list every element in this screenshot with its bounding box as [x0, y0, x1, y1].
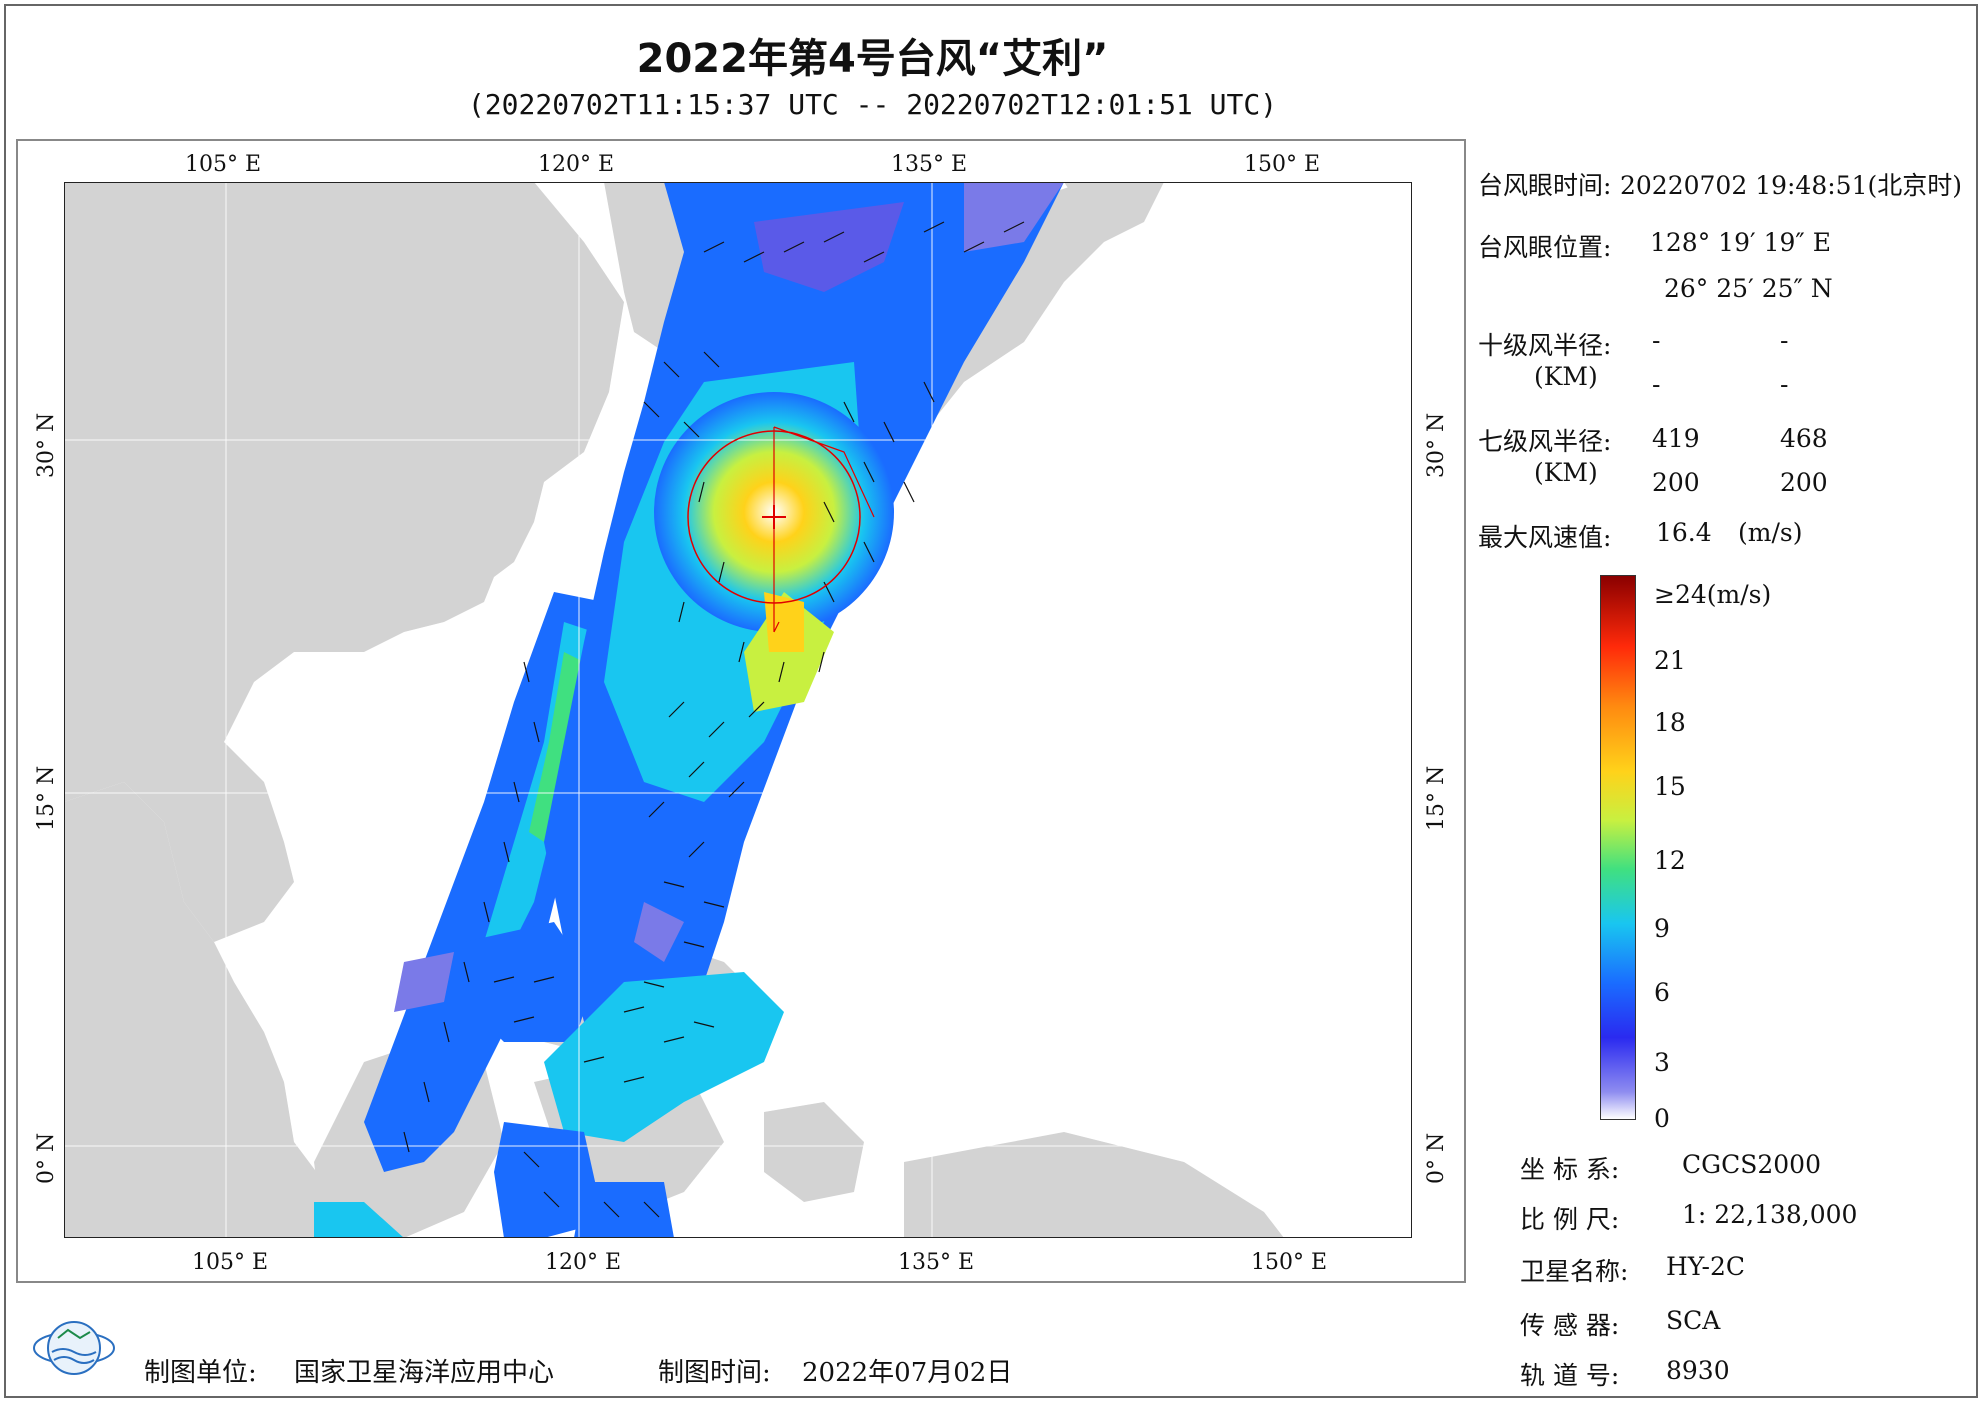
orbit-value: 8930 — [1666, 1356, 1730, 1385]
satellite-value: HY-2C — [1666, 1252, 1746, 1281]
agency-logo — [33, 1321, 115, 1375]
lon-tick-top-150: 150° E — [1244, 152, 1321, 177]
lon-tick-bottom-105: 105° E — [192, 1250, 269, 1275]
wind-swath-south — [314, 902, 784, 1238]
typhoon-eye-marker — [687, 426, 875, 633]
figure-border — [4, 4, 1978, 1398]
map-unit-label: 制图单位: — [144, 1358, 257, 1388]
lon-tick-top-120: 120° E — [538, 152, 615, 177]
lat-tick-left-15: 15° N — [34, 765, 59, 831]
eye-time-value: 20220702 19:48:51(北京时) — [1620, 171, 1962, 200]
coord-system-value: CGCS2000 — [1682, 1150, 1821, 1179]
legend-label-max: ≥24(m/s) — [1654, 580, 1772, 609]
sensor-label: 传 感 器: — [1520, 1311, 1620, 1340]
graticule — [64, 182, 1412, 1238]
lon-tick-top-135: 135° E — [891, 152, 968, 177]
max-wind-unit: (m/s) — [1738, 518, 1803, 547]
legend-label-12: 12 — [1654, 846, 1686, 875]
scale-value: 1: 22,138,000 — [1682, 1200, 1858, 1229]
coord-system-label: 坐 标 系: — [1520, 1155, 1620, 1184]
map-unit-value: 国家卫星海洋应用中心 — [294, 1358, 555, 1388]
r7-value-3: 200 — [1652, 468, 1700, 497]
legend-label-21: 21 — [1654, 646, 1686, 675]
wind-swath-west — [364, 592, 614, 1172]
lon-tick-bottom-135: 135° E — [898, 1250, 975, 1275]
sensor-value: SCA — [1666, 1306, 1721, 1335]
legend-label-18: 18 — [1654, 708, 1686, 737]
legend-label-15: 15 — [1654, 772, 1686, 801]
legend-label-6: 6 — [1654, 978, 1670, 1007]
lon-tick-bottom-120: 120° E — [545, 1250, 622, 1275]
satellite-label: 卫星名称: — [1520, 1257, 1629, 1286]
lat-tick-right-0: 0° N — [1424, 1132, 1449, 1184]
r7-value-4: 200 — [1780, 468, 1828, 497]
eye-position-label: 台风眼位置: — [1478, 233, 1612, 262]
r10-value-2: - — [1780, 326, 1789, 355]
eye-latitude: 26° 25′ 25″ N — [1664, 274, 1833, 303]
wind-speed-colorbar — [1600, 575, 1636, 1120]
legend-label-3: 3 — [1654, 1048, 1670, 1077]
lat-tick-right-15: 15° N — [1424, 765, 1449, 831]
orbit-label: 轨 道 号: — [1520, 1361, 1620, 1390]
lon-tick-bottom-150: 150° E — [1251, 1250, 1328, 1275]
map-subtitle: (20220702T11:15:37 UTC -- 20220702T12:01… — [467, 88, 1278, 121]
lat-tick-left-30: 30° N — [34, 412, 59, 478]
legend-label-9: 9 — [1654, 914, 1670, 943]
eye-time-label: 台风眼时间: — [1478, 171, 1612, 200]
r7-value-2: 468 — [1780, 424, 1828, 453]
lon-tick-top-105: 105° E — [185, 152, 262, 177]
r7-unit: (KM) — [1534, 458, 1598, 487]
max-wind-label: 最大风速值: — [1478, 523, 1612, 552]
r10-value-4: - — [1780, 370, 1789, 399]
map-time-value: 2022年07月02日 — [802, 1358, 1013, 1388]
r10-value-3: - — [1652, 370, 1661, 399]
max-wind-value: 16.4 — [1656, 518, 1712, 547]
scale-label: 比 例 尺: — [1520, 1205, 1620, 1234]
map-time-label: 制图时间: — [658, 1358, 771, 1388]
legend-label-0: 0 — [1654, 1104, 1670, 1133]
r10-unit: (KM) — [1534, 362, 1598, 391]
lat-tick-left-0: 0° N — [34, 1132, 59, 1184]
r7-value-1: 419 — [1652, 424, 1700, 453]
r10-label: 十级风半径: — [1478, 331, 1612, 360]
eye-longitude: 128° 19′ 19″ E — [1650, 228, 1831, 257]
wind-field-map — [64, 182, 1412, 1238]
r7-label: 七级风半径: — [1478, 427, 1612, 456]
r10-value-1: - — [1652, 326, 1661, 355]
lat-tick-right-30: 30° N — [1424, 412, 1449, 478]
wind-barbs — [403, 221, 1025, 1218]
map-title: 2022年第4号台风“艾利” — [636, 36, 1109, 82]
